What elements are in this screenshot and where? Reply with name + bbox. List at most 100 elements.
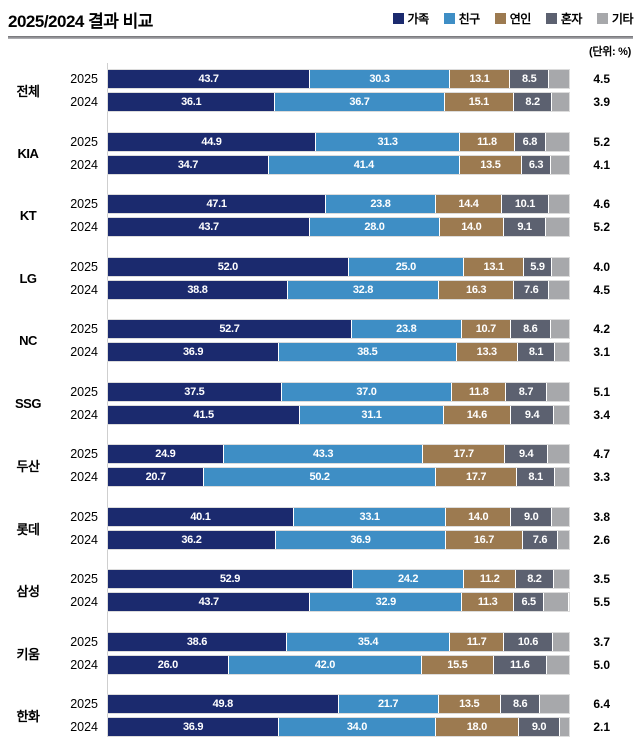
other-value-label: 4.5 (593, 72, 610, 86)
team-rows: 2025 52.7 23.8 10.7 8.6 4.2 2024 36.9 38.5 13.3 8.… (56, 319, 641, 362)
stacked-bar: 40.1 33.1 14.0 9.0 (107, 506, 570, 527)
legend-item-family: 가족 (392, 10, 430, 27)
segment-value-label: 11.8 (477, 135, 497, 148)
bar-segment-friend: 23.8 (350, 320, 461, 338)
bar-row-2024: 2024 36.9 34.0 18.0 9.0 2.1 (56, 717, 641, 737)
bar-segment-friend: 31.1 (299, 405, 443, 424)
segment-value-label: 43.7 (198, 596, 220, 608)
bar-segment-couple: 17.7 (434, 468, 517, 486)
bar-segment-other (545, 655, 570, 674)
segment-value-label: 16.3 (466, 283, 487, 296)
bar-segment-alone: 8.2 (515, 570, 553, 588)
bar-segment-couple: 14.0 (445, 507, 510, 526)
team-group: 키움 2025 38.6 35.4 11.7 10.6 3.7 2024 26.0 42.0 15.… (0, 631, 641, 675)
team-group: 롯데 2025 40.1 33.1 14.0 9.0 3.8 2024 36.2 36.9 16.7… (0, 506, 641, 550)
bar-segment-friend: 34.0 (278, 718, 435, 736)
segment-value-label: 14.4 (458, 198, 479, 210)
team-rows: 2025 38.6 35.4 11.7 10.6 3.7 2024 26.0 42.0 15.5 1… (56, 631, 641, 675)
year-label: 2025 (70, 697, 98, 711)
other-value-label: 3.5 (593, 572, 610, 586)
header-divider (8, 36, 633, 39)
segment-value-label: 11.2 (479, 573, 500, 585)
segment-value-label: 16.7 (473, 533, 495, 546)
segment-value-label: 33.1 (359, 510, 381, 523)
stacked-bar: 36.9 34.0 18.0 9.0 (107, 717, 570, 737)
bar-segment-alone: 8.6 (509, 320, 550, 338)
bar-segment-couple: 11.2 (463, 570, 516, 588)
team-group: 전체 2025 43.7 30.3 13.1 8.5 4.5 2024 36.1 36.7 15.1… (0, 69, 641, 112)
bar-segment-couple: 13.5 (437, 695, 500, 713)
team-rows: 2025 52.0 25.0 13.1 5.9 4.0 2024 38.8 32.8 16.3 7.… (56, 256, 641, 300)
bar-segment-couple: 18.0 (434, 718, 518, 736)
bar-segment-family: 44.9 (108, 132, 315, 151)
team-label: 전체 (16, 84, 40, 99)
bar-segment-couple: 17.7 (422, 445, 504, 463)
year-label: 2025 (70, 259, 98, 274)
segment-value-label: 36.1 (181, 96, 202, 108)
bar-segment-friend: 33.1 (292, 507, 446, 526)
segment-value-label: 14.0 (468, 510, 489, 523)
team-rows: 2025 47.1 23.8 14.4 10.1 4.6 2024 43.7 28.0 14.0 9… (56, 194, 641, 237)
bar-segment-family: 41.5 (108, 405, 300, 424)
stacked-bar: 24.9 43.3 17.7 9.4 (107, 444, 570, 464)
legend-label-family: 가족 (407, 12, 430, 26)
stacked-bar: 43.7 30.3 13.1 8.5 (107, 69, 570, 89)
segment-value-label: 31.3 (377, 135, 399, 148)
year-label: 2025 (70, 322, 98, 336)
segment-value-label: 26.0 (157, 658, 179, 671)
bar-segment-family: 47.1 (108, 195, 326, 213)
stacked-bar: 34.7 41.4 13.5 6.3 (107, 154, 570, 175)
segment-value-label: 13.5 (459, 698, 480, 710)
bar-segment-family: 38.8 (108, 280, 287, 299)
legend-swatch-couple (494, 13, 506, 24)
bar-row-2025: 2025 52.7 23.8 10.7 8.6 4.2 (56, 319, 641, 339)
other-value-label: 4.1 (593, 157, 610, 172)
segment-value-label: 8.2 (525, 96, 540, 108)
bar-segment-other (545, 382, 570, 401)
stacked-bar: 43.7 32.9 11.3 6.5 (107, 592, 570, 612)
stacked-bar: 44.9 31.3 11.8 6.8 (107, 131, 570, 152)
bar-segment-alone: 10.6 (503, 632, 552, 651)
team-group: KIA 2025 44.9 31.3 11.8 6.8 5.2 2024 34.7 41.4 13.… (0, 131, 641, 175)
segment-value-label: 25.0 (395, 260, 417, 273)
bar-segment-friend: 42.0 (227, 655, 422, 674)
bar-row-2025: 2025 37.5 37.0 11.8 8.7 5.1 (56, 381, 641, 402)
segment-value-label: 41.4 (353, 158, 375, 171)
bar-segment-friend: 37.0 (280, 382, 452, 401)
legend: 가족 친구 연인 혼자 기타 (392, 10, 634, 27)
year-label: 2024 (70, 157, 98, 172)
bar-segment-other (545, 132, 569, 151)
bar-segment-alone: 8.1 (516, 343, 555, 361)
team-label: NC (19, 333, 37, 348)
bar-segment-couple: 13.5 (458, 155, 522, 174)
year-label: 2024 (70, 657, 98, 672)
bar-segment-friend: 21.7 (337, 695, 438, 713)
stacked-bar: 38.8 32.8 16.3 7.6 (107, 279, 570, 300)
bar-segment-alone: 8.7 (505, 382, 546, 401)
segment-value-label: 52.0 (217, 260, 239, 273)
bar-row-2024: 2024 20.7 50.2 17.7 8.1 3.3 (56, 467, 641, 487)
segment-value-label: 8.6 (523, 323, 538, 335)
segment-value-label: 6.5 (521, 596, 536, 608)
other-value-label: 4.2 (593, 322, 610, 336)
bar-row-2024: 2024 36.9 38.5 13.3 8.1 3.1 (56, 342, 641, 362)
segment-value-label: 9.1 (517, 221, 532, 233)
segment-value-label: 37.5 (184, 385, 205, 398)
legend-item-alone: 혼자 (545, 10, 582, 27)
other-value-label: 3.4 (593, 407, 610, 422)
segment-value-label: 20.7 (145, 471, 167, 483)
year-label: 2025 (70, 384, 98, 399)
year-label: 2024 (70, 345, 98, 359)
legend-item-other: 기타 (596, 10, 634, 27)
bar-row-2025: 2025 44.9 31.3 11.8 6.8 5.2 (56, 131, 641, 152)
bar-segment-alone: 9.0 (517, 718, 560, 736)
bar-segment-other (547, 195, 569, 213)
bar-segment-couple: 15.1 (443, 93, 514, 111)
segment-value-label: 15.1 (468, 96, 490, 108)
year-label: 2025 (70, 509, 98, 524)
segment-value-label: 6.8 (522, 135, 538, 148)
bar-row-2024: 2024 26.0 42.0 15.5 11.6 5.0 (56, 654, 641, 675)
bar-segment-couple: 14.4 (434, 195, 502, 213)
segment-value-label: 43.7 (198, 221, 220, 233)
bar-row-2024: 2024 36.2 36.9 16.7 7.6 2.6 (56, 529, 641, 550)
